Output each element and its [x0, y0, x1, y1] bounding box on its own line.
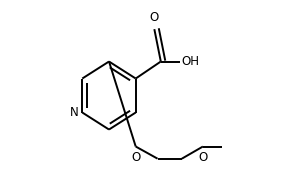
Text: OH: OH — [182, 55, 200, 68]
Text: N: N — [69, 106, 78, 119]
Text: O: O — [150, 11, 159, 24]
Text: O: O — [131, 151, 140, 164]
Text: O: O — [198, 151, 208, 164]
